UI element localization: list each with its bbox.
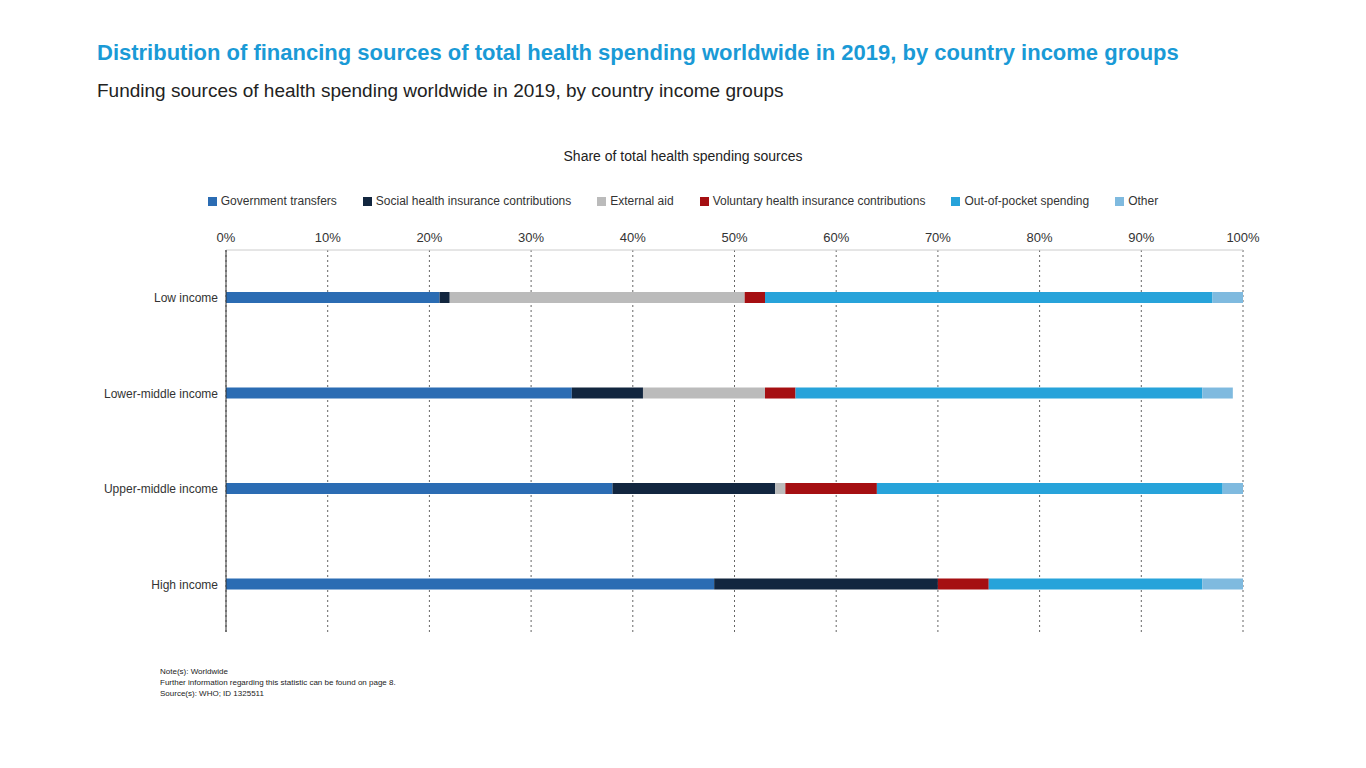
svg-text:60%: 60%: [823, 230, 849, 245]
svg-text:30%: 30%: [518, 230, 544, 245]
svg-text:20%: 20%: [416, 230, 442, 245]
svg-text:Upper-middle income: Upper-middle income: [104, 482, 218, 496]
html-text:Government transfers: Government transfers: [220, 194, 337, 208]
html-text:Social health insurance contri: Social health insurance contributions: [375, 194, 572, 208]
html-text:Further information regarding: Further information regarding this stati…: [160, 678, 396, 687]
html-text:Share of total health spending: Share of total health spending sources: [563, 148, 803, 164]
svg-text:90%: 90%: [1128, 230, 1154, 245]
html-text:Out-of-pocket spending: Out-of-pocket spending: [964, 194, 1090, 208]
svg-text:100%: 100%: [1226, 230, 1260, 245]
svg-text:40%: 40%: [620, 230, 646, 245]
html-text:External aid: External aid: [610, 194, 674, 208]
svg-text:70%: 70%: [925, 230, 951, 245]
html-text:Distribution of financing sour: Distribution of financing sources of tot…: [97, 40, 1179, 65]
svg-text:0%: 0%: [217, 230, 236, 245]
svg-text:Lower-middle income: Lower-middle income: [104, 387, 218, 401]
svg-text:Low income: Low income: [154, 291, 218, 305]
html-text:Voluntary health insurance con: Voluntary health insurance contributions: [712, 194, 926, 208]
svg-text:80%: 80%: [1027, 230, 1053, 245]
html-text:Note(s): Worldwide: Note(s): Worldwide: [160, 667, 228, 676]
svg-text:50%: 50%: [721, 230, 747, 245]
html-text:Other: Other: [1128, 194, 1159, 208]
html-text:Source(s): WHO; ID 1325511: Source(s): WHO; ID 1325511: [160, 689, 264, 698]
svg-text:High income: High income: [151, 578, 218, 592]
html-text:Funding sources of health spen: Funding sources of health spending world…: [97, 80, 784, 101]
svg-text:10%: 10%: [315, 230, 341, 245]
